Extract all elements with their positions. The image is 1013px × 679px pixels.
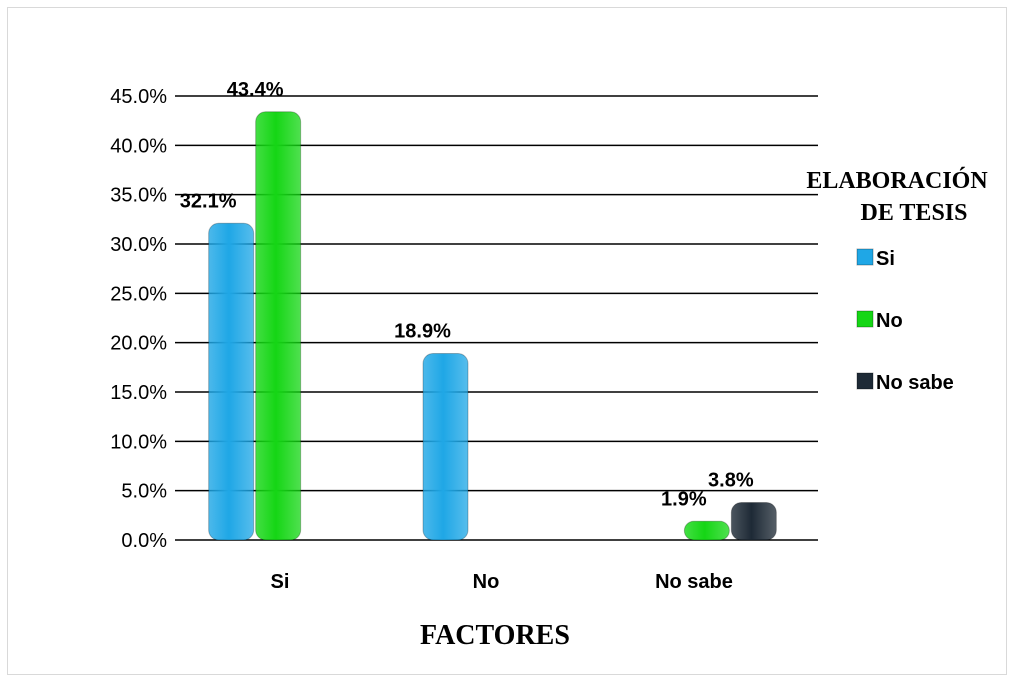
y-tick-label: 20.0% bbox=[110, 333, 167, 355]
data-label: 1.9% bbox=[661, 488, 707, 510]
y-tick-label: 35.0% bbox=[110, 185, 167, 207]
y-tick-label: 10.0% bbox=[110, 431, 167, 453]
category-label: Si bbox=[271, 571, 290, 593]
bars bbox=[208, 111, 777, 541]
y-tick-label: 0.0% bbox=[121, 530, 167, 552]
legend: Si No No sabe bbox=[856, 248, 954, 394]
legend-swatch bbox=[856, 372, 874, 390]
legend-title-line1: ELABORACIÓN bbox=[806, 167, 988, 194]
legend-label: Si bbox=[876, 248, 895, 270]
y-tick-label: 15.0% bbox=[110, 382, 167, 404]
data-label: 18.9% bbox=[394, 321, 451, 343]
data-label: 3.8% bbox=[708, 470, 754, 492]
data-label: 43.4% bbox=[227, 79, 284, 101]
category-labels: Si No No sabe bbox=[271, 571, 733, 593]
category-label: No sabe bbox=[655, 571, 733, 593]
legend-swatch bbox=[856, 310, 874, 328]
data-labels: 32.1% 43.4% 18.9% 1.9%3.8% bbox=[180, 79, 754, 510]
legend-label: No bbox=[876, 310, 903, 332]
y-tick-label: 40.0% bbox=[110, 135, 167, 157]
x-axis-title: FACTORES bbox=[420, 620, 570, 651]
y-axis-ticks: 0.0% 5.0% 10.0% 15.0% 20.0% 25.0% 30.0% 35.0% 40… bbox=[110, 86, 167, 552]
y-tick-label: 30.0% bbox=[110, 234, 167, 256]
bar-si bbox=[208, 222, 255, 541]
bar-no-sabe bbox=[730, 502, 777, 541]
data-label: 32.1% bbox=[180, 190, 237, 212]
y-tick-label: 45.0% bbox=[110, 86, 167, 108]
legend-label: No sabe bbox=[876, 372, 954, 394]
y-tick-label: 25.0% bbox=[110, 283, 167, 305]
bar-no bbox=[255, 111, 302, 541]
bar-si bbox=[422, 353, 469, 541]
y-tick-label: 5.0% bbox=[121, 481, 167, 503]
category-label: No bbox=[473, 571, 500, 593]
legend-swatch bbox=[856, 248, 874, 266]
bar-no bbox=[683, 520, 730, 541]
chart-frame bbox=[7, 7, 1007, 675]
legend-title-line2: DE TESIS bbox=[861, 200, 968, 226]
